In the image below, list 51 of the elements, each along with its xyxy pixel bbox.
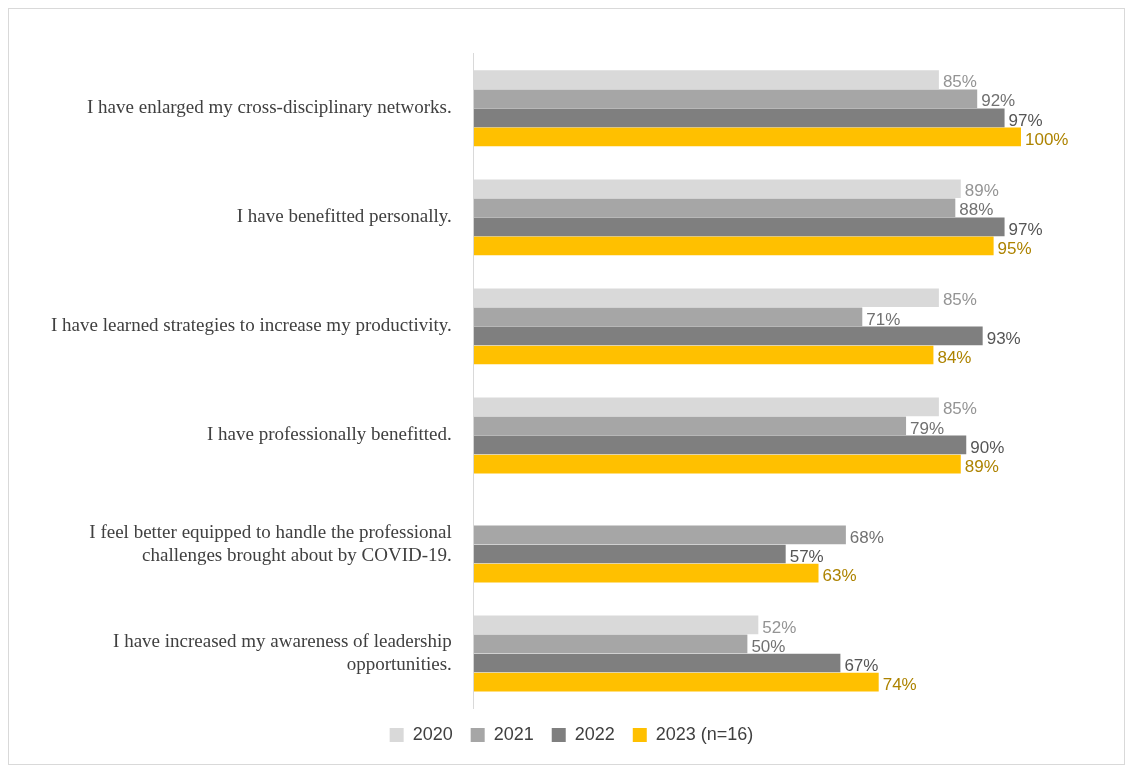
data-label: 88% bbox=[959, 200, 994, 220]
data-label: 68% bbox=[849, 527, 884, 547]
bar bbox=[473, 653, 841, 673]
data-label: 97% bbox=[1008, 110, 1043, 130]
bar bbox=[473, 525, 846, 545]
data-label: 57% bbox=[789, 546, 824, 566]
bar bbox=[473, 236, 994, 256]
bar bbox=[473, 217, 1005, 237]
y-tick-label: I have professionally benefitted. bbox=[206, 423, 452, 445]
y-tick-label: I feel better equipped to handle the professional challenges brought about by COVID-19. bbox=[89, 521, 452, 565]
data-label: 93% bbox=[986, 328, 1021, 348]
data-label: 85% bbox=[942, 72, 977, 92]
legend-label: 2021 bbox=[493, 723, 534, 744]
bar bbox=[473, 634, 748, 654]
data-label: 67% bbox=[844, 655, 879, 675]
legend-label: 2022 bbox=[574, 723, 615, 744]
y-tick-label: I have learned strategies to increase my productivity. bbox=[51, 314, 452, 336]
bar bbox=[473, 89, 978, 109]
data-label: 95% bbox=[997, 238, 1032, 258]
bar bbox=[473, 563, 819, 583]
data-label: 52% bbox=[762, 617, 797, 637]
bar bbox=[473, 307, 863, 327]
bar bbox=[473, 454, 961, 474]
legend-label: 2023 (n=16) bbox=[655, 723, 754, 744]
data-label: 85% bbox=[942, 290, 977, 310]
legend-label: 2020 bbox=[412, 723, 453, 744]
data-label: 50% bbox=[751, 636, 786, 656]
data-label: 71% bbox=[866, 309, 901, 329]
bar bbox=[473, 198, 956, 218]
data-label: 79% bbox=[910, 418, 945, 438]
y-tick-label: I have benefitted personally. bbox=[236, 205, 452, 227]
data-label: 84% bbox=[937, 347, 972, 367]
bar bbox=[473, 544, 786, 564]
data-label: 74% bbox=[882, 674, 917, 694]
y-tick-label: I have increased my awareness of leadership opportunities. bbox=[113, 630, 452, 674]
bar bbox=[473, 416, 907, 436]
data-label: 90% bbox=[970, 437, 1005, 457]
y-tick-label: I have enlarged my cross-disciplinary networks. bbox=[87, 96, 452, 118]
bar bbox=[473, 435, 967, 455]
bar bbox=[473, 108, 1005, 128]
bar bbox=[473, 127, 1021, 147]
data-label: 89% bbox=[964, 456, 999, 476]
data-label: 92% bbox=[981, 91, 1016, 111]
data-label: 89% bbox=[964, 181, 999, 201]
data-label: 63% bbox=[822, 565, 857, 585]
bar bbox=[473, 672, 879, 692]
data-label: 85% bbox=[942, 399, 977, 419]
data-label: 100% bbox=[1024, 129, 1069, 149]
bar bbox=[473, 345, 934, 365]
data-label: 97% bbox=[1008, 219, 1043, 239]
bar bbox=[473, 326, 983, 346]
